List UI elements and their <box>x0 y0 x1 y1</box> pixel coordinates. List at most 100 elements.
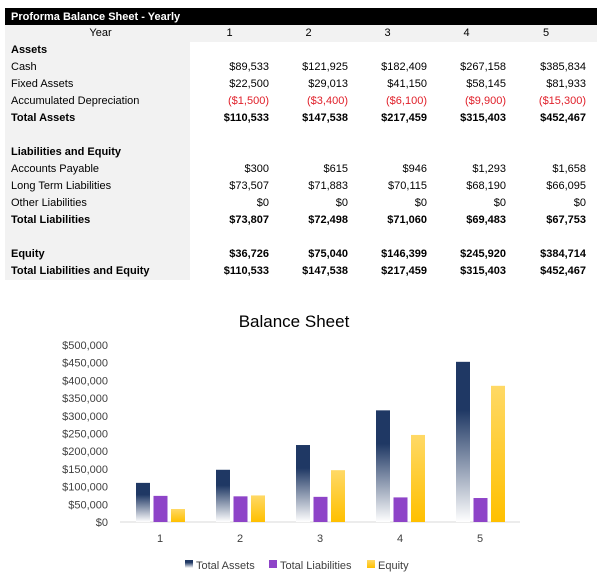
y-tick-label: $400,000 <box>62 375 108 387</box>
value-cell <box>506 42 586 59</box>
chart-title: Balance Sheet <box>239 312 350 331</box>
row-label <box>5 127 190 144</box>
value-cell: $385,834 <box>540 61 586 73</box>
value-cell: $217,459 <box>381 265 427 277</box>
value-cell: $452,467 <box>540 265 586 277</box>
table-row: Accumulated Depreciation ($1,500) ($3,400)… <box>5 93 597 110</box>
balance-sheet-table: Proforma Balance Sheet - Yearly Year 1 2… <box>5 8 597 280</box>
value-cell <box>190 144 269 161</box>
value-cell: $315,403 <box>460 112 506 124</box>
value-cell <box>506 144 586 161</box>
y-tick-label: $100,000 <box>62 482 108 494</box>
x-tick-label: 5 <box>477 533 483 545</box>
value-cell: $182,409 <box>381 61 427 73</box>
legend-swatch <box>367 560 375 568</box>
value-cell <box>269 229 348 246</box>
value-cell: $36,726 <box>229 248 269 260</box>
value-cell: $146,399 <box>381 248 427 260</box>
bar-total-liabilities <box>473 498 488 522</box>
x-tick-label: 3 <box>317 533 323 545</box>
value-cell: $110,533 <box>223 265 269 277</box>
value-cell <box>269 144 348 161</box>
value-cell: $75,040 <box>308 248 348 260</box>
value-cell <box>190 127 269 144</box>
value-cell: $72,498 <box>308 214 348 226</box>
table-row: Liabilities and Equity <box>5 144 597 161</box>
value-cell: $71,883 <box>308 180 348 192</box>
value-cell: $0 <box>414 197 427 209</box>
table-row: Equity $36,726 $75,040 $146,399 $245,920 $384… <box>5 246 597 263</box>
row-label: Total Liabilities and Equity <box>5 263 190 280</box>
value-cell: $946 <box>402 163 427 175</box>
y-tick-label: $300,000 <box>62 411 108 423</box>
value-cell: $452,467 <box>540 112 586 124</box>
table-row: Total Liabilities $73,807 $72,498 $71,060 $6… <box>5 212 597 229</box>
year-cell: 4 <box>427 25 506 42</box>
row-label: Total Assets <box>5 110 190 127</box>
value-cell: $81,933 <box>546 78 586 90</box>
table-row: Cash $89,533 $121,925 $182,409 $267,158 $385,… <box>5 59 597 76</box>
value-cell <box>348 229 427 246</box>
x-tick-label: 4 <box>397 533 403 545</box>
bar-total-liabilities <box>313 496 328 522</box>
x-tick-label: 2 <box>237 533 243 545</box>
row-label: Accounts Payable <box>5 161 190 178</box>
value-cell: $41,150 <box>387 78 427 90</box>
value-cell: $71,060 <box>387 214 427 226</box>
value-cell <box>348 42 427 59</box>
row-label: Other Liabilities <box>5 195 190 212</box>
row-label: Liabilities and Equity <box>5 144 190 161</box>
table-row: Assets <box>5 42 597 59</box>
value-cell: $0 <box>335 197 348 209</box>
table-row: Fixed Assets $22,500 $29,013 $41,150 $58,145… <box>5 76 597 93</box>
table-row: Other Liabilities $0 $0 $0 $0 $0 <box>5 195 597 212</box>
legend-label: Total Liabilities <box>280 560 352 572</box>
y-tick-label: $200,000 <box>62 446 108 458</box>
value-cell: $22,500 <box>229 78 269 90</box>
legend-swatch <box>185 560 193 568</box>
y-tick-label: $250,000 <box>62 429 108 441</box>
value-cell: $1,293 <box>472 163 506 175</box>
value-cell: ($6,100) <box>386 95 427 107</box>
y-tick-label: $450,000 <box>62 358 108 370</box>
value-cell <box>190 229 269 246</box>
y-tick-label: $350,000 <box>62 393 108 405</box>
row-label: Cash <box>5 59 190 76</box>
value-cell: $0 <box>493 197 506 209</box>
bar-total-assets <box>136 482 150 522</box>
y-tick-label: $0 <box>96 517 108 529</box>
row-label: Equity <box>5 246 190 263</box>
value-cell: $300 <box>244 163 269 175</box>
y-tick-label: $500,000 <box>62 340 108 352</box>
table-row: Accounts Payable $300 $615 $946 $1,293 $1,658 <box>5 161 597 178</box>
bar-total-liabilities <box>233 496 248 522</box>
y-tick-label: $50,000 <box>68 499 108 511</box>
value-cell: $66,095 <box>546 180 586 192</box>
value-cell <box>348 127 427 144</box>
value-cell: $73,507 <box>229 180 269 192</box>
value-cell: $68,190 <box>466 180 506 192</box>
value-cell <box>269 42 348 59</box>
value-cell: $267,158 <box>460 61 506 73</box>
bar-total-assets <box>376 410 390 522</box>
legend-label: Equity <box>378 560 409 572</box>
value-cell: ($3,400) <box>307 95 348 107</box>
value-cell: ($15,300) <box>538 95 586 107</box>
table-row <box>5 127 597 144</box>
year-cell: 2 <box>269 25 348 42</box>
value-cell <box>348 144 427 161</box>
y-tick-label: $150,000 <box>62 464 108 476</box>
table-row <box>5 229 597 246</box>
bar-total-assets <box>296 445 310 522</box>
value-cell <box>190 42 269 59</box>
bar-equity <box>251 495 265 522</box>
value-cell <box>427 127 506 144</box>
value-cell <box>506 229 586 246</box>
value-cell: $245,920 <box>460 248 506 260</box>
bar-equity <box>411 434 425 522</box>
value-cell: $73,807 <box>229 214 269 226</box>
value-cell: $121,925 <box>302 61 348 73</box>
legend-label: Total Assets <box>196 560 255 572</box>
bar-total-assets <box>456 361 470 522</box>
value-cell: ($9,900) <box>465 95 506 107</box>
